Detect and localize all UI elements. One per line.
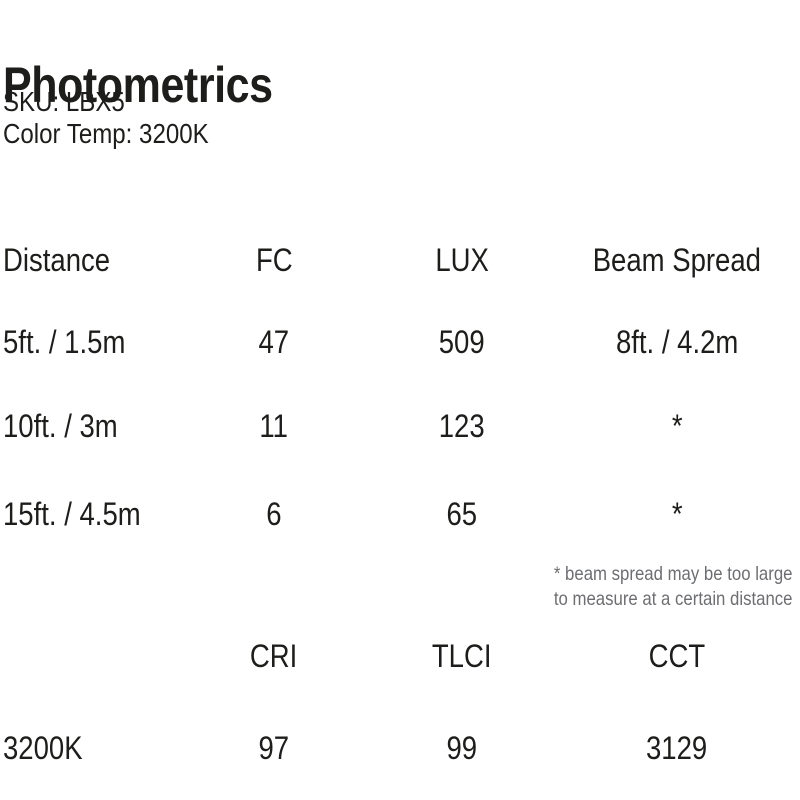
footnote-line-2: to measure at a certain distance (553, 587, 792, 610)
fc-cell: 11 (259, 408, 289, 444)
beam-spread-footnote: * beam spread may be too large to measur… (515, 562, 792, 611)
header-beam-spread: Beam Spread (592, 242, 762, 278)
page-title: Photometrics (3, 60, 317, 110)
tlci-cell: 99 (446, 730, 478, 766)
distance-cell: 5ft. / 1.5m (3, 324, 126, 360)
beam-spread-cell: 8ft. / 4.2m (615, 324, 739, 360)
header-distance: Distance (3, 242, 111, 278)
table-row: 15ft. / 4.5m 6 65 * (0, 498, 798, 530)
color-temp-line: Color Temp: 3200K (3, 117, 209, 149)
table-row: 10ft. / 3m 11 123 * (0, 410, 798, 442)
lux-cell: 509 (439, 324, 485, 360)
header-cct: CCT (648, 638, 706, 674)
product-subheader: SKU: LBX5 Color Temp: 3200K (3, 86, 242, 150)
photometrics-header-row: Distance FC LUX Beam Spread (0, 244, 798, 276)
distance-cell: 10ft. / 3m (3, 408, 118, 444)
cri-cell: 97 (258, 730, 290, 766)
fc-cell: 6 (266, 496, 282, 532)
lux-cell: 123 (439, 408, 485, 444)
footnote-line-1: * beam spread may be too large (553, 563, 792, 585)
table-row: 3200K 97 99 3129 (0, 732, 798, 764)
fc-cell: 47 (258, 324, 290, 360)
header-lux: LUX (435, 242, 489, 278)
header-fc: FC (255, 242, 293, 278)
distance-cell: 15ft. / 4.5m (3, 496, 141, 532)
color-temp-cell: 3200K (3, 730, 83, 766)
cct-cell: 3129 (646, 730, 708, 766)
lux-cell: 65 (446, 496, 478, 532)
color-quality-header-row: CRI TLCI CCT (0, 640, 798, 672)
header-tlci: TLCI (432, 638, 492, 674)
table-row: 5ft. / 1.5m 47 509 8ft. / 4.2m (0, 326, 798, 358)
beam-spread-cell: * (671, 408, 683, 444)
beam-spread-cell: * (671, 496, 683, 532)
page-title-text: Photometrics (3, 56, 273, 113)
header-cri: CRI (250, 638, 298, 674)
sku-line: SKU: LBX5 (3, 86, 125, 117)
